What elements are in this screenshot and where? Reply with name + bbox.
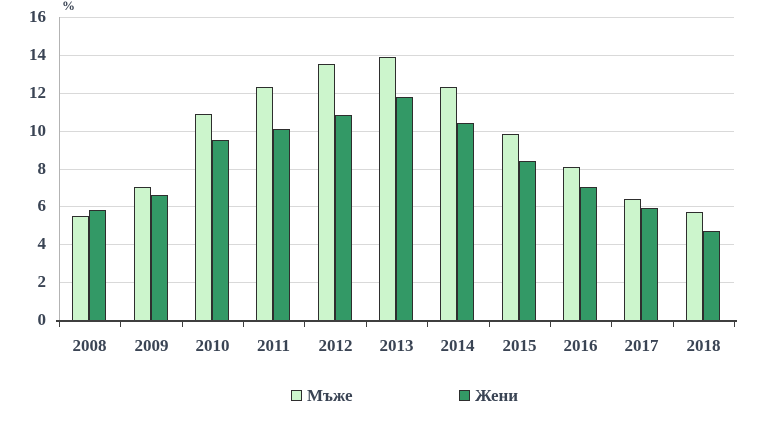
gridline-12 — [59, 93, 734, 94]
x-tick-label-2014: 2014 — [440, 336, 475, 355]
y-axis-line — [59, 17, 60, 320]
x-axis-tick — [120, 322, 121, 327]
bar-women-2016 — [580, 187, 598, 320]
bar-men-2013 — [379, 57, 396, 320]
bar-men-2017 — [624, 199, 642, 320]
bar-men-2014 — [440, 87, 458, 320]
bar-women-2009 — [150, 195, 168, 320]
bar-women-2013 — [396, 97, 413, 320]
x-axis-tick — [366, 322, 367, 327]
y-tick-label-0: 0 — [37, 310, 47, 329]
x-axis-tick — [489, 322, 490, 327]
x-axis-tick — [673, 322, 674, 327]
x-axis-tick — [182, 322, 183, 327]
legend-item-men: Мъже — [291, 387, 353, 404]
legend-item-women: Жени — [459, 387, 518, 404]
legend-label-women: Жени — [475, 386, 519, 405]
x-tick-label-2011: 2011 — [256, 336, 291, 355]
x-axis-tick — [427, 322, 428, 327]
bar-women-2011 — [273, 129, 291, 320]
gridline-16 — [59, 17, 734, 18]
x-axis-tick — [550, 322, 551, 327]
y-tick-label-6: 6 — [37, 196, 47, 215]
y-tick-label-14: 14 — [29, 45, 46, 64]
bar-men-2016 — [563, 167, 581, 320]
bar-women-2018 — [702, 231, 720, 320]
y-tick-label-8: 8 — [37, 159, 47, 178]
y-tick-label-12: 12 — [29, 83, 46, 102]
x-tick-label-2016: 2016 — [563, 336, 598, 355]
bar-men-2009 — [133, 187, 151, 320]
x-axis-line — [56, 320, 737, 322]
bar-men-2011 — [256, 87, 274, 320]
y-tick-label-16: 16 — [29, 7, 46, 26]
legend-label-men: Мъже — [307, 386, 353, 405]
x-tick-label-2017: 2017 — [624, 336, 659, 355]
y-tick-label-10: 10 — [29, 121, 46, 140]
x-tick-label-2015: 2015 — [502, 336, 537, 355]
x-tick-label-2018: 2018 — [686, 336, 721, 355]
bar-women-2008 — [89, 210, 107, 320]
x-tick-label-2010: 2010 — [195, 336, 230, 355]
x-axis-tick — [611, 322, 612, 327]
x-tick-label-2008: 2008 — [72, 336, 107, 355]
x-axis-tick — [734, 322, 735, 327]
bar-women-2014 — [457, 123, 475, 320]
x-axis-tick — [243, 322, 244, 327]
bar-women-2012 — [334, 115, 352, 320]
x-tick-label-2012: 2012 — [318, 336, 353, 355]
y-axis-unit-label: % — [62, 0, 75, 13]
bar-women-2010 — [211, 140, 229, 320]
x-tick-label-2009: 2009 — [134, 336, 169, 355]
gridline-14 — [59, 55, 734, 56]
bar-men-2012 — [317, 64, 335, 320]
x-axis-tick — [59, 322, 60, 327]
bar-men-2018 — [685, 212, 703, 320]
legend-swatch-men-icon — [291, 390, 302, 401]
x-axis-tick — [304, 322, 305, 327]
y-tick-label-2: 2 — [37, 272, 47, 291]
x-tick-label-2013: 2013 — [379, 336, 414, 355]
bar-men-2008 — [72, 216, 90, 320]
bar-men-2010 — [194, 114, 212, 320]
bar-women-2017 — [641, 208, 659, 320]
y-tick-label-4: 4 — [37, 234, 47, 253]
bar-women-2015 — [518, 161, 536, 320]
legend-swatch-women-icon — [459, 390, 470, 401]
bar-men-2015 — [501, 134, 519, 320]
